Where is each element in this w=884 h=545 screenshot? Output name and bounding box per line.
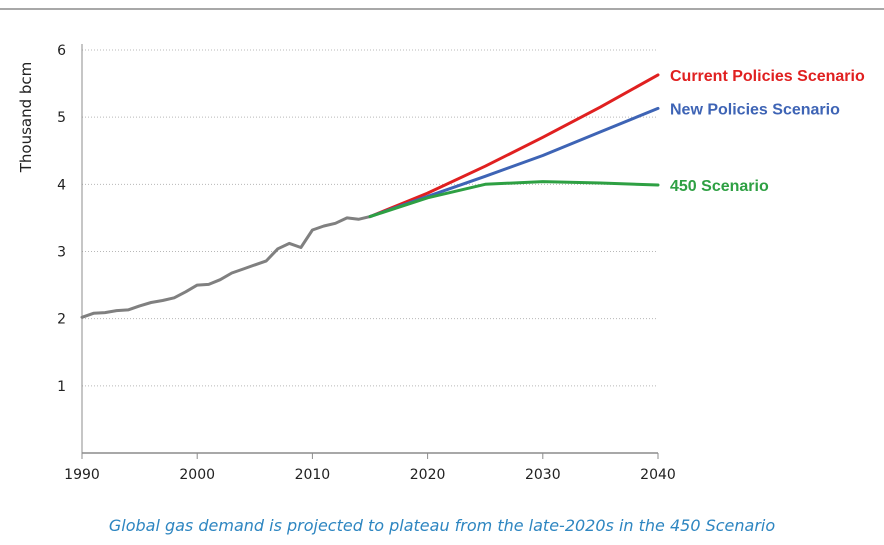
y-tick-label-4: 4 (57, 177, 66, 193)
y-tick-label-1: 1 (57, 379, 66, 395)
series-label-new-policies-scenario: New Policies Scenario (670, 101, 840, 118)
series-labels: Current Policies Scenario New Policies Sc… (670, 68, 865, 195)
x-tick-label-2000: 2000 (179, 467, 215, 483)
series-line-450-scenario (368, 180, 660, 219)
x-tick-label-2020: 2020 (410, 467, 446, 483)
series-line-historical (80, 215, 372, 319)
x-tick-label-1990: 1990 (64, 467, 100, 483)
axes (81, 44, 659, 459)
x-tick-label-2040: 2040 (640, 467, 676, 483)
grid-lines (82, 49, 658, 387)
y-tick-label-3: 3 (57, 245, 66, 261)
series-line-current-policies-scenario (368, 73, 660, 219)
series-lines (80, 73, 660, 319)
y-tick-label-6: 6 (57, 43, 66, 59)
series-label-current-policies-scenario: Current Policies Scenario (670, 68, 865, 85)
line-chart: 1 2 3 4 5 6 1990 2000 2010 2020 2030 2040 Current P… (17, 43, 865, 483)
x-tick-label-2030: 2030 (525, 467, 561, 483)
x-tick-label-2010: 2010 (295, 467, 331, 483)
tick-labels: 1 2 3 4 5 6 1990 2000 2010 2020 2030 2040 (57, 43, 676, 483)
series-line-new-policies-scenario (368, 106, 660, 219)
chart-caption: Global gas demand is projected to platea… (108, 516, 776, 535)
y-tick-label-5: 5 (57, 110, 66, 126)
y-axis-label: Thousand bcm (17, 62, 35, 174)
top-rule (0, 8, 884, 10)
y-tick-label-2: 2 (57, 312, 66, 328)
series-label-450-scenario: 450 Scenario (670, 178, 769, 195)
